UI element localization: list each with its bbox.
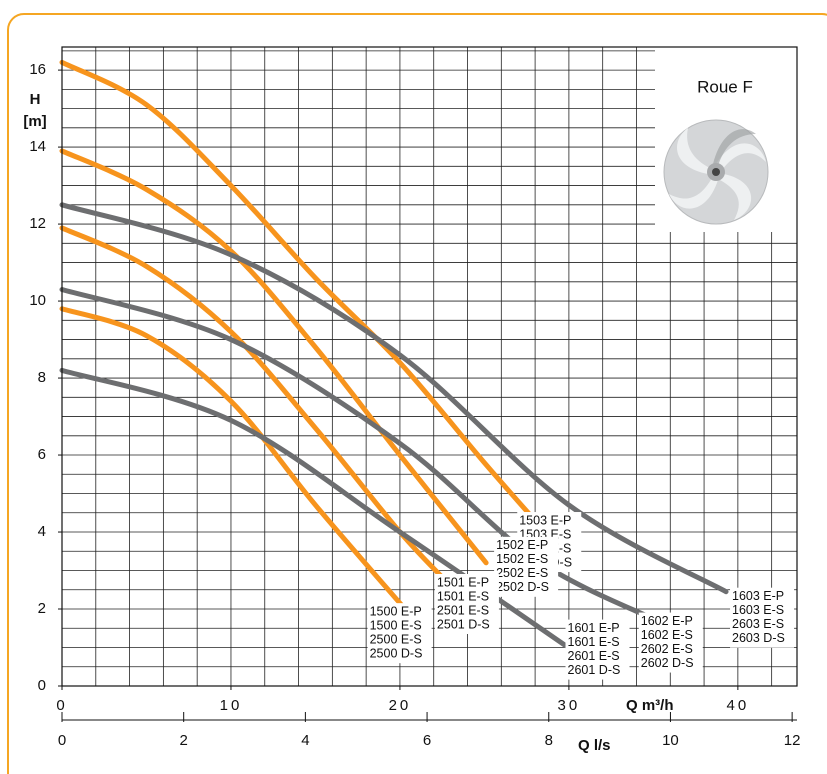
x-tick-label: 10	[220, 697, 243, 714]
curve-label: 1602 E-S	[641, 628, 693, 642]
x2-axis-label: Q l/s	[578, 737, 611, 754]
y-tick-label: 2	[38, 600, 46, 617]
curve	[59, 287, 660, 624]
curve-label: 2602 D-S	[641, 656, 694, 670]
curve-label: 1502 E-P	[496, 538, 548, 552]
curve-label: 2502 E-S	[496, 566, 548, 580]
x2-tick-label: 2	[180, 732, 188, 749]
curves	[59, 59, 729, 649]
curve-label: 1503 E-P	[519, 513, 571, 527]
curve	[59, 225, 452, 587]
x-axis-label: Q m³/h	[626, 697, 674, 714]
curve-label-bg	[730, 587, 795, 648]
curve-label: 2601 D-S	[568, 663, 621, 677]
curve-label: 1501 E-S	[437, 589, 489, 603]
curve-label: 1603 E-P	[732, 589, 784, 603]
curve-label-bg	[494, 536, 559, 597]
x2-tick-label: 10	[662, 732, 679, 749]
x2-tick-label: 12	[784, 732, 801, 749]
curve	[59, 306, 405, 608]
curve-label: 1601 E-S	[568, 635, 620, 649]
y-axis-label: H	[30, 91, 41, 108]
x2-tick-label: 8	[545, 732, 553, 749]
curve-label: 1500 E-P	[370, 604, 422, 618]
curve-label: 2500 E-S	[370, 632, 422, 646]
y-tick-label: 10	[29, 292, 46, 309]
curve-label: 1601 E-P	[568, 621, 620, 635]
curve-label: 2601 E-S	[568, 649, 620, 663]
y-tick-label: 16	[29, 61, 46, 78]
x2-tick-label: 0	[58, 732, 66, 749]
curve-label-bg	[367, 603, 432, 664]
frame	[7, 13, 827, 774]
curve-label: 2502 D-S	[496, 580, 549, 594]
curve-label: 2603 E-S	[732, 617, 784, 631]
curve-label: 1603 E-S	[732, 603, 784, 617]
y-tick-label: 6	[38, 446, 46, 463]
x-tick-label: 40	[727, 697, 750, 714]
x-tick-label: 0	[56, 697, 67, 714]
y-axis-label: [m]	[23, 113, 46, 130]
curve-label-bg	[565, 619, 630, 680]
x2-tick-label: 6	[423, 732, 431, 749]
x-tick-label: 30	[558, 697, 581, 714]
y-tick-label: 12	[29, 215, 46, 232]
x2-tick-label: 4	[301, 732, 309, 749]
curve-label: 1502 E-S	[496, 552, 548, 566]
curve	[59, 202, 729, 595]
curve-label: 2501 D-S	[437, 617, 490, 631]
curve-label: 1501 E-P	[437, 575, 489, 589]
y-tick-label: 0	[38, 677, 46, 694]
curve-label: 2500 D-S	[370, 646, 423, 660]
curve-label: 2602 E-S	[641, 642, 693, 656]
curve-label-bg	[638, 612, 703, 673]
y-tick-label: 14	[29, 138, 46, 155]
curve-label: 2501 E-S	[437, 603, 489, 617]
curve-label: 1602 E-P	[641, 614, 693, 628]
y-tick-label: 4	[38, 523, 46, 540]
curve-label: 2603 D-S	[732, 631, 785, 645]
curve	[59, 148, 489, 566]
inset: Roue F	[655, 46, 797, 232]
impeller	[663, 119, 769, 225]
x-tick-label: 20	[389, 697, 412, 714]
y-tick-label: 8	[38, 369, 46, 386]
plot-frame	[61, 46, 798, 687]
curve-label: 1500 E-S	[370, 618, 422, 632]
curve-label-bg	[434, 573, 499, 634]
curve	[59, 59, 548, 535]
inset-title: Roue F	[697, 77, 753, 96]
